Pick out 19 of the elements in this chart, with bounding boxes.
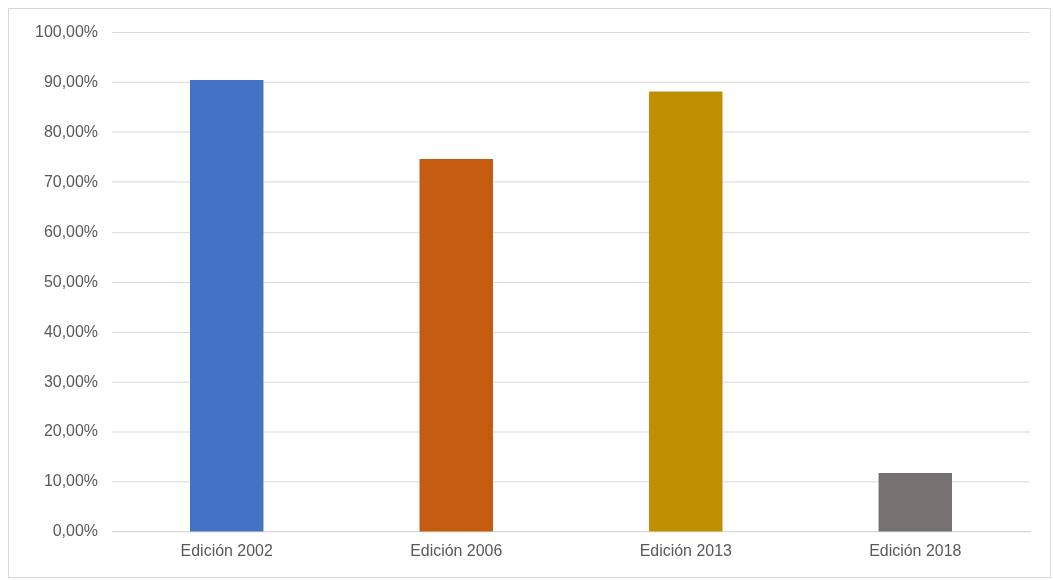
y-tick-label: 90,00% xyxy=(43,72,98,90)
y-tick-label: 100,00% xyxy=(35,22,98,40)
y-tick-label: 60,00% xyxy=(43,222,98,240)
y-tick-label: 0,00% xyxy=(52,522,98,540)
bar xyxy=(649,91,723,532)
y-tick-label: 50,00% xyxy=(43,272,98,290)
bar xyxy=(190,79,264,532)
bar xyxy=(419,158,493,532)
bar xyxy=(878,473,952,532)
y-tick-label: 70,00% xyxy=(43,172,98,190)
y-tick-label: 30,00% xyxy=(43,372,98,390)
x-tick-label: Edición 2006 xyxy=(410,541,503,559)
y-tick-label: 80,00% xyxy=(43,122,98,140)
y-tick-label: 20,00% xyxy=(43,422,98,440)
y-tick-label: 40,00% xyxy=(43,322,98,340)
x-tick-label: Edición 2013 xyxy=(639,541,733,559)
x-tick-label: Edición 2002 xyxy=(180,541,273,559)
x-tick-label: Edición 2018 xyxy=(869,541,962,559)
y-tick-label: 10,00% xyxy=(43,472,98,490)
